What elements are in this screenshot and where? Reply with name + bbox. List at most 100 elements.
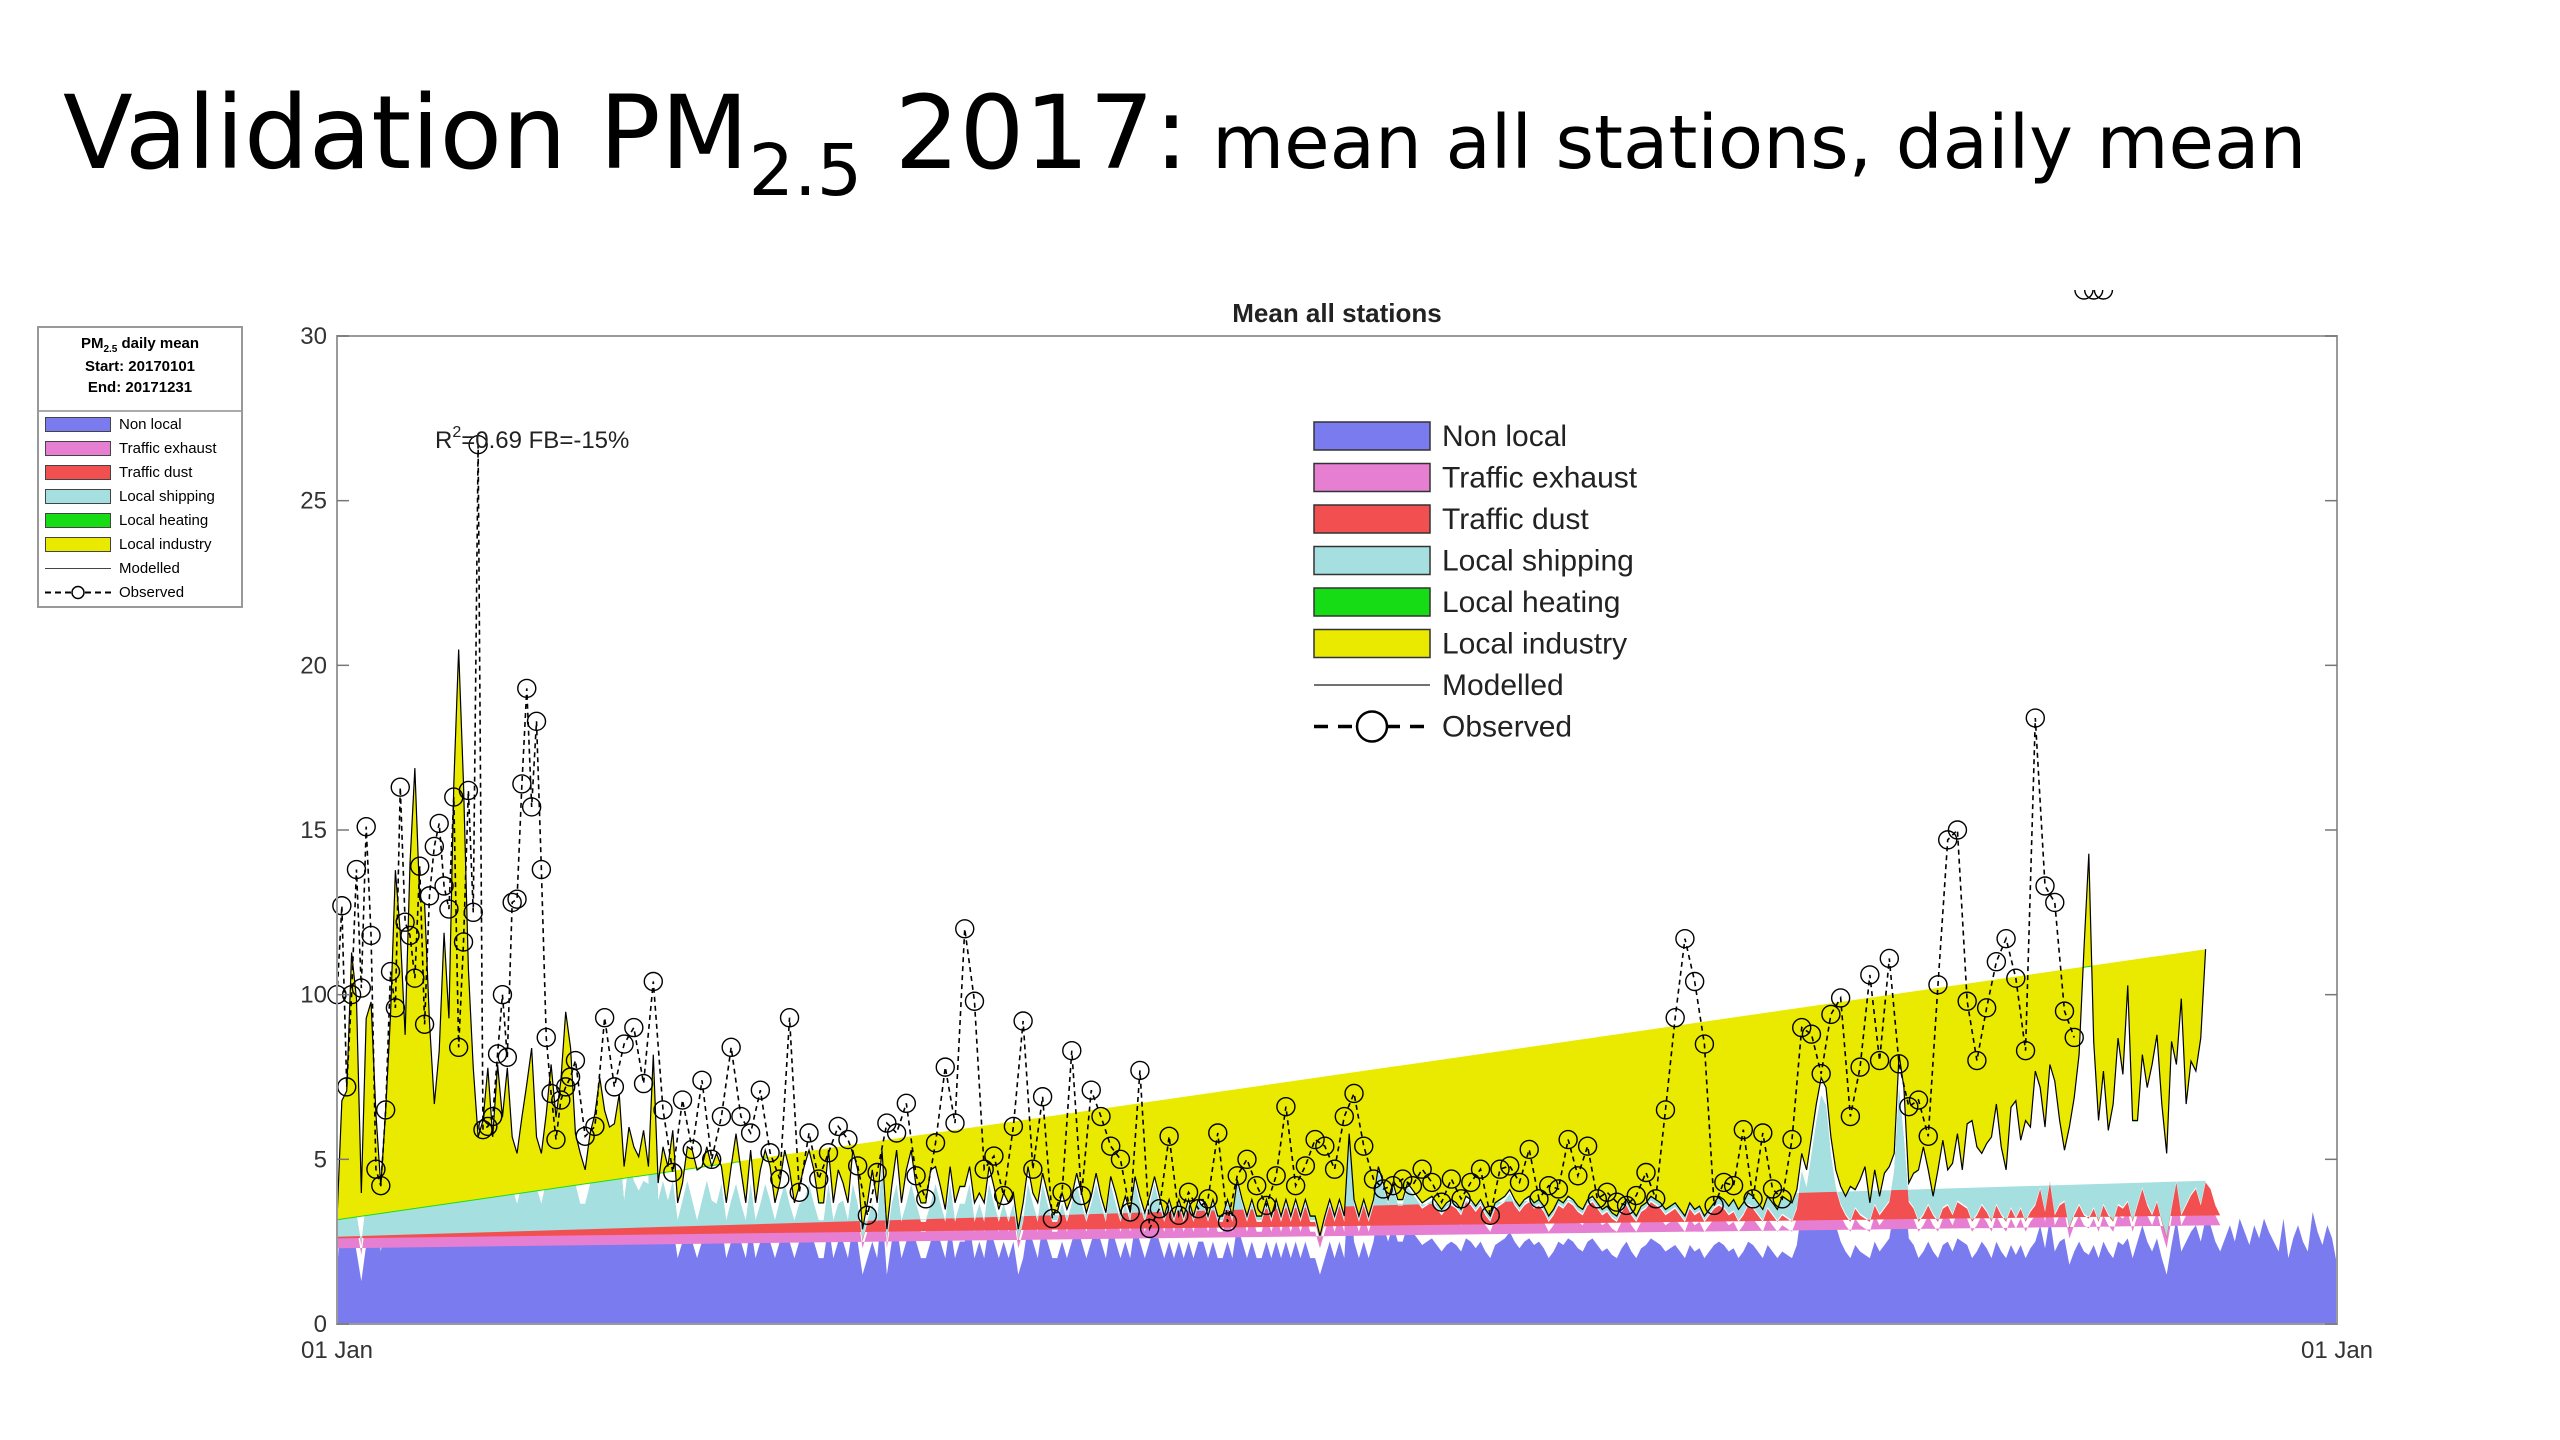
- observed-point: [395, 912, 415, 932]
- side-legend-label-observed: Observed: [119, 583, 185, 601]
- observed-point: [332, 896, 352, 916]
- observed-point: [1830, 988, 1851, 1008]
- observed-point: [1227, 1166, 1247, 1186]
- observed-point: [721, 1037, 741, 1058]
- observed-point: [1976, 998, 1997, 1018]
- observed-point: [1120, 1202, 1140, 1222]
- observed-point: [1295, 1156, 1316, 1176]
- observed-point: [2015, 1040, 2036, 1061]
- title-subscript: 2.5: [748, 129, 863, 213]
- legend-label-local-shipping: Local shipping: [1442, 545, 1634, 578]
- side-legend-swatch-local-industry: [45, 536, 111, 552]
- observed-point: [2074, 290, 2094, 300]
- legend-label-local-industry: Local industry: [1442, 628, 1627, 661]
- legend-label-traffic-dust: Traffic dust: [1442, 503, 1589, 536]
- chart-legend: Non local Traffic exhaust Traffic dust Loca…: [1313, 420, 1638, 744]
- side-legend-item-local-heating: Local heating: [39, 508, 241, 532]
- observed-point: [1412, 1159, 1432, 1179]
- side-legend-swatch-observed: [45, 585, 111, 600]
- observed-point: [1908, 1090, 1929, 1110]
- observed-point: [1782, 1129, 1802, 1150]
- observed-point: [1772, 1189, 1792, 1209]
- observed-point: [1529, 1189, 1549, 1209]
- observed-point: [711, 1106, 732, 1127]
- slide-title: Validation PM2.5 2017: mean all stations…: [63, 77, 2306, 209]
- observed-point: [2035, 876, 2055, 896]
- observed-point: [1928, 975, 1948, 995]
- observed-point: [1811, 1064, 1831, 1084]
- observed-point: [740, 1123, 761, 1143]
- legend-swatch-traffic-exhaust: [1313, 462, 1431, 493]
- observed-point: [1023, 1159, 1043, 1179]
- observed-point: [1626, 1185, 1646, 1206]
- observed-point: [356, 817, 376, 837]
- observed-point: [1130, 1060, 1150, 1081]
- observed-point: [390, 777, 410, 797]
- observed-point: [1714, 1172, 1734, 1193]
- observed-point: [877, 1113, 897, 1133]
- observed-point: [1461, 1172, 1481, 1193]
- legend-label-local-heating: Local heating: [1442, 586, 1620, 619]
- area-local-industry: [337, 649, 2206, 1236]
- y-tick-label: 25: [300, 488, 327, 515]
- observed-point: [633, 1073, 654, 1094]
- side-legend-swatch-non-local: [45, 416, 111, 432]
- observed-point: [624, 1017, 644, 1038]
- observed-point: [1889, 1054, 1909, 1074]
- axes: 0 5 10 15 20 25 30 01 Jan 01 Jan: [300, 323, 2373, 1364]
- observed-point: [964, 991, 985, 1011]
- observed-point: [1110, 1149, 1131, 1170]
- observed-point: [375, 1100, 396, 1120]
- observed-point: [1101, 1136, 1121, 1156]
- observed-point: [1538, 1175, 1559, 1196]
- observed-point: [429, 813, 449, 834]
- observed-point: [867, 1162, 887, 1183]
- y-tick-label: 10: [300, 982, 327, 1009]
- observed-point: [1305, 1129, 1325, 1150]
- observed-point: [857, 1205, 878, 1226]
- side-legend-daily-mean: daily mean: [117, 335, 200, 352]
- observed-point: [1996, 928, 2016, 949]
- side-legend-swatch-local-shipping: [45, 488, 111, 504]
- area-local-shipping: [337, 897, 2206, 1244]
- x-tick-label-start: 01 Jan: [301, 1337, 373, 1364]
- observed-point: [1285, 1175, 1306, 1196]
- observed-point: [614, 1034, 634, 1054]
- observed-point: [1276, 1096, 1296, 1117]
- observed-point: [1665, 1008, 1685, 1028]
- observed-point: [2083, 290, 2104, 300]
- observed-point: [487, 1044, 508, 1064]
- observed-point: [507, 889, 527, 909]
- observed-point: [458, 780, 479, 801]
- legend-swatch-non-local: [1313, 421, 1431, 451]
- observed-point: [1354, 1136, 1374, 1156]
- legend-label-non-local: Non local: [1442, 420, 1567, 453]
- side-legend-item-traffic-exhaust: Traffic exhaust: [39, 436, 241, 460]
- observed-point: [643, 971, 663, 992]
- observed-point: [1500, 1156, 1520, 1176]
- observed-point: [424, 836, 445, 857]
- observed-point: [410, 856, 430, 876]
- side-legend-item-local-shipping: Local shipping: [39, 484, 241, 508]
- observed-point: [886, 1123, 907, 1143]
- observed-point: [1441, 1169, 1462, 1189]
- side-legend-label-traffic-exhaust: Traffic exhaust: [119, 439, 217, 457]
- observed-point: [405, 968, 425, 988]
- observed-point: [984, 1146, 1004, 1166]
- side-legend-swatch-traffic-dust: [45, 464, 111, 480]
- observed-point: [585, 1116, 605, 1137]
- observed-point: [1208, 1123, 1228, 1143]
- observed-point: [809, 1169, 829, 1189]
- observed-point: [818, 1143, 839, 1163]
- observed-point: [551, 1090, 571, 1110]
- observed-point: [361, 925, 381, 946]
- observed-point: [521, 797, 542, 817]
- y-tick-label: 30: [300, 323, 327, 350]
- observed-point: [1247, 1175, 1267, 1196]
- observed-point: [1792, 1017, 1812, 1038]
- legend-swatch-local-shipping: [1313, 545, 1431, 576]
- observed-point: [1616, 1195, 1637, 1216]
- side-legend-item-observed: Observed: [39, 580, 241, 604]
- observed-point: [546, 1129, 566, 1150]
- observed-point: [925, 1133, 946, 1153]
